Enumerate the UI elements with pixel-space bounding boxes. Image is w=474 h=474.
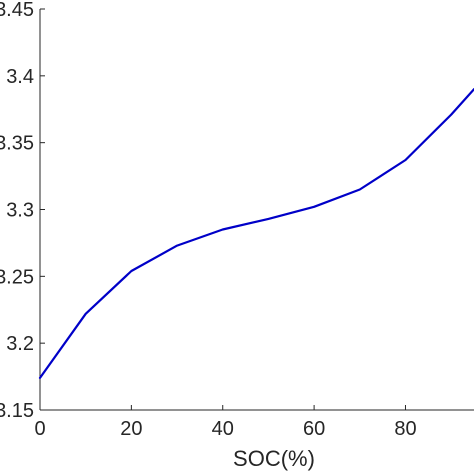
y-tick-label: 3.35 xyxy=(0,133,34,155)
x-tick-label: 80 xyxy=(394,418,416,440)
y-tick-label: 3.4 xyxy=(6,66,34,88)
axes xyxy=(39,9,474,411)
series-group xyxy=(38,88,474,379)
x-tick-label: 20 xyxy=(120,418,142,440)
y-axis-ticks: 3.15 3.2 3.25 3.3 3.35 3.4 3.45 xyxy=(0,0,45,422)
x-axis-ticks: 0 20 40 60 80 xyxy=(34,405,417,440)
x-axis-title: SOC(%) xyxy=(233,446,315,471)
y-tick-label: 3.15 xyxy=(0,400,34,422)
y-tick-label: 3.25 xyxy=(0,266,34,288)
x-tick-label: 40 xyxy=(212,418,234,440)
series-line xyxy=(38,88,474,379)
x-tick-label: 0 xyxy=(34,418,45,440)
y-tick-label: 3.2 xyxy=(6,333,34,355)
y-tick-label: 3.45 xyxy=(0,0,34,21)
y-tick-label: 3.3 xyxy=(6,200,34,222)
x-tick-label: 60 xyxy=(303,418,325,440)
